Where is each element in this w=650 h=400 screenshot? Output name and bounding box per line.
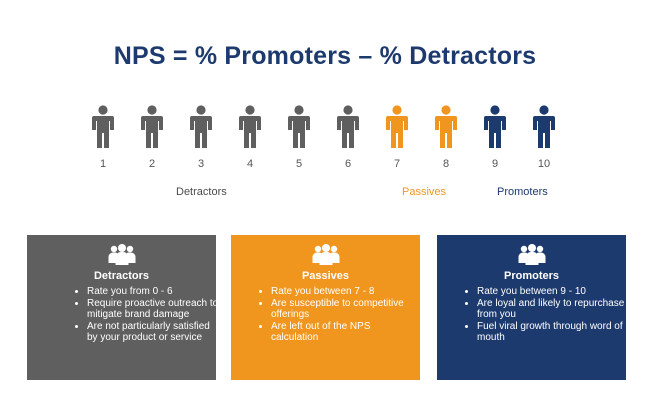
passives-card: Passives Rate you between 7 - 8 Are susc…: [231, 235, 420, 380]
person-icon: [91, 105, 115, 149]
score-number: 5: [295, 158, 303, 170]
group-people-icon: [231, 243, 420, 265]
person-icon: [287, 105, 311, 149]
card-title: Passives: [301, 270, 350, 282]
card-bullet: Are susceptible to competitive offerings: [271, 298, 411, 321]
score-number: 9: [491, 158, 499, 170]
card-bullet: Rate you between 9 - 10: [477, 286, 627, 298]
group-people-icon: [27, 243, 216, 265]
card-title: Promoters: [503, 270, 560, 282]
person-icon: [336, 105, 360, 149]
person-icon: [189, 105, 213, 149]
group-label-detractors: Detractors: [176, 186, 227, 198]
person-icon: [238, 105, 262, 149]
detractors-card: Detractors Rate you from 0 - 6 Require p…: [27, 235, 218, 380]
card-bullet: Rate you from 0 - 6: [87, 286, 222, 298]
card-bullet: Rate you between 7 - 8: [271, 286, 411, 298]
score-number: 2: [148, 158, 156, 170]
card-bullet-list: Rate you between 9 - 10 Are loyal and li…: [463, 286, 627, 344]
card-bullet: Are left out of the NPS calculation: [271, 321, 411, 344]
promoters-card: Promoters Rate you between 9 - 10 Are lo…: [437, 235, 626, 380]
score-number: 6: [344, 158, 352, 170]
person-icon: [385, 105, 409, 149]
person-icon: [532, 105, 556, 149]
score-number: 1: [99, 158, 107, 170]
score-number: 10: [537, 158, 551, 170]
card-bullet: Fuel viral growth through word of mouth: [477, 321, 627, 344]
card-bullet: Require proactive outreach to mitigate b…: [87, 298, 222, 321]
score-number: 8: [442, 158, 450, 170]
person-icon: [140, 105, 164, 149]
page-title: NPS = % Promoters – % Detractors: [113, 42, 537, 70]
group-label-passives: Passives: [402, 186, 447, 198]
card-title: Detractors: [93, 270, 150, 282]
score-number: 3: [197, 158, 205, 170]
card-bullet: Are loyal and likely to repurchase from …: [477, 298, 627, 321]
card-bullet: Are not particularly satisfied by your p…: [87, 321, 222, 344]
score-number: 7: [393, 158, 401, 170]
card-bullet-list: Rate you between 7 - 8 Are susceptible t…: [257, 286, 411, 344]
person-icon: [434, 105, 458, 149]
card-bullet-list: Rate you from 0 - 6 Require proactive ou…: [73, 286, 222, 344]
score-scale: 1 2 3 4 5 6 7 8 9 10: [91, 105, 556, 170]
group-label-promoters: Promoters: [497, 186, 548, 198]
group-people-icon: [437, 243, 626, 265]
person-icon: [483, 105, 507, 149]
score-number: 4: [246, 158, 254, 170]
